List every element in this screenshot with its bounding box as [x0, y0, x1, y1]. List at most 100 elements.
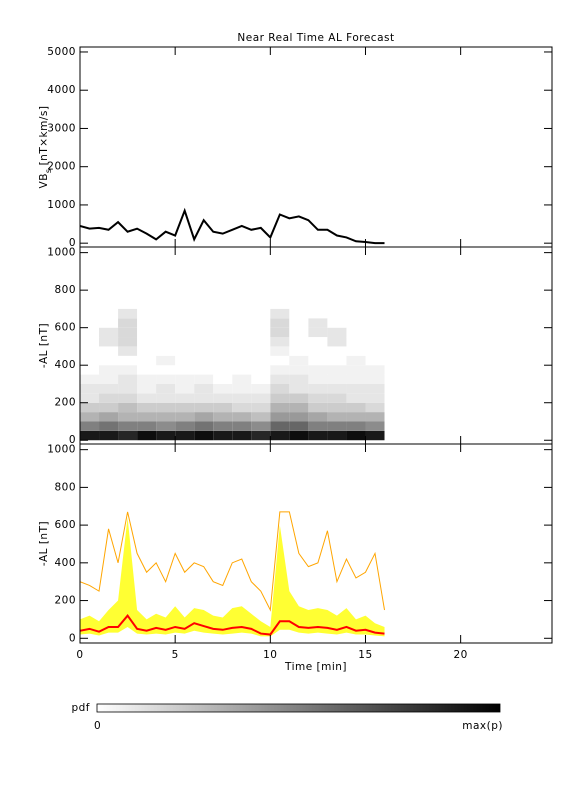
- heat-cell: [308, 365, 328, 375]
- heat-cell: [137, 402, 157, 413]
- heat-cell: [118, 327, 138, 338]
- heat-cell: [99, 327, 119, 338]
- heat-cell: [80, 393, 100, 403]
- y-tick-label: 5000: [47, 46, 76, 58]
- heat-cell: [156, 430, 176, 441]
- heat-cell: [365, 308, 385, 319]
- heat-cell: [308, 393, 328, 403]
- heat-cell: [175, 383, 195, 394]
- heat-cell: [99, 308, 119, 319]
- y-axis-label-part: [nT×km/s]: [38, 106, 50, 166]
- heat-cell: [194, 430, 214, 441]
- chart-title: Near Real Time AL Forecast: [237, 32, 394, 44]
- heat-cell: [365, 346, 385, 356]
- heat-cell: [308, 421, 328, 431]
- heat-cell: [118, 318, 138, 328]
- heat-cell: [213, 327, 233, 338]
- heat-cell: [194, 421, 214, 431]
- heat-cell: [232, 346, 252, 356]
- heat-cell: [346, 327, 366, 338]
- heat-cell: [213, 393, 233, 403]
- y-axis-label: -AL [nT]: [38, 323, 50, 368]
- heat-cell: [346, 365, 366, 375]
- heat-cell: [80, 308, 100, 319]
- heat-cell: [346, 346, 366, 356]
- heat-cell: [118, 365, 138, 375]
- heat-cell: [251, 430, 271, 441]
- y-axis-label: -AL [nT]: [38, 521, 50, 566]
- heat-cell: [137, 327, 157, 338]
- heat-cell: [99, 374, 119, 384]
- heat-cell: [308, 318, 328, 328]
- heat-cell: [175, 355, 195, 366]
- heat-cell: [213, 430, 233, 441]
- y-tick-label: 800: [54, 481, 76, 493]
- heat-cell: [232, 337, 252, 347]
- heat-cell: [137, 337, 157, 347]
- heat-cell: [118, 355, 138, 366]
- heat-cell: [346, 421, 366, 431]
- heat-cell: [308, 308, 328, 319]
- heat-cell: [327, 365, 347, 375]
- heat-cell: [80, 374, 100, 384]
- heat-cell: [289, 308, 309, 319]
- heat-cell: [232, 308, 252, 319]
- heat-cell: [175, 421, 195, 431]
- heat-cell: [289, 402, 309, 413]
- heat-cell: [213, 412, 233, 422]
- heat-cell: [251, 402, 271, 413]
- heat-cell: [99, 355, 119, 366]
- heat-cell: [156, 318, 176, 328]
- heat-cell: [118, 383, 138, 394]
- heat-cell: [289, 337, 309, 347]
- y-tick-label: 0: [69, 434, 76, 446]
- heat-cell: [194, 374, 214, 384]
- heat-cell: [308, 355, 328, 366]
- heat-cell: [137, 374, 157, 384]
- heat-cell: [213, 383, 233, 394]
- heat-cell: [118, 337, 138, 347]
- y-tick-label: 200: [54, 397, 76, 409]
- heat-cell: [118, 393, 138, 403]
- heat-cell: [175, 308, 195, 319]
- heat-cell: [175, 430, 195, 441]
- y-axis-label-part: -AL [nT]: [38, 521, 50, 566]
- heat-cell: [270, 308, 290, 319]
- heat-cell: [156, 365, 176, 375]
- heat-cell: [156, 421, 176, 431]
- heat-cell: [213, 308, 233, 319]
- series-line: [80, 207, 385, 245]
- y-tick-label: 2000: [47, 161, 76, 173]
- heat-cell: [156, 412, 176, 422]
- heat-cell: [99, 318, 119, 328]
- heat-cell: [327, 337, 347, 347]
- heat-cell: [346, 412, 366, 422]
- heat-cell: [346, 393, 366, 403]
- heat-cell: [137, 430, 157, 441]
- heat-cell: [251, 365, 271, 375]
- heat-cell: [194, 393, 214, 403]
- heat-cell: [99, 383, 119, 394]
- heat-cell: [270, 365, 290, 375]
- heat-cell: [156, 346, 176, 356]
- heat-cell: [137, 365, 157, 375]
- heat-cell: [251, 393, 271, 403]
- heat-cell: [137, 346, 157, 356]
- heat-cell: [327, 383, 347, 394]
- heat-cell: [232, 402, 252, 413]
- heat-cell: [137, 355, 157, 366]
- heat-cell: [175, 393, 195, 403]
- y-axis-label-part: s: [44, 168, 53, 173]
- y-tick-label: 400: [54, 359, 76, 371]
- plot-area: [80, 511, 386, 637]
- y-tick-label: 1000: [47, 199, 76, 211]
- heat-cell: [251, 355, 271, 366]
- heat-cell: [327, 430, 347, 441]
- heat-cell: [232, 318, 252, 328]
- heat-cell: [289, 412, 309, 422]
- heat-cell: [365, 383, 385, 394]
- heat-cell: [156, 393, 176, 403]
- heat-cell: [289, 383, 309, 394]
- heat-cell: [118, 412, 138, 422]
